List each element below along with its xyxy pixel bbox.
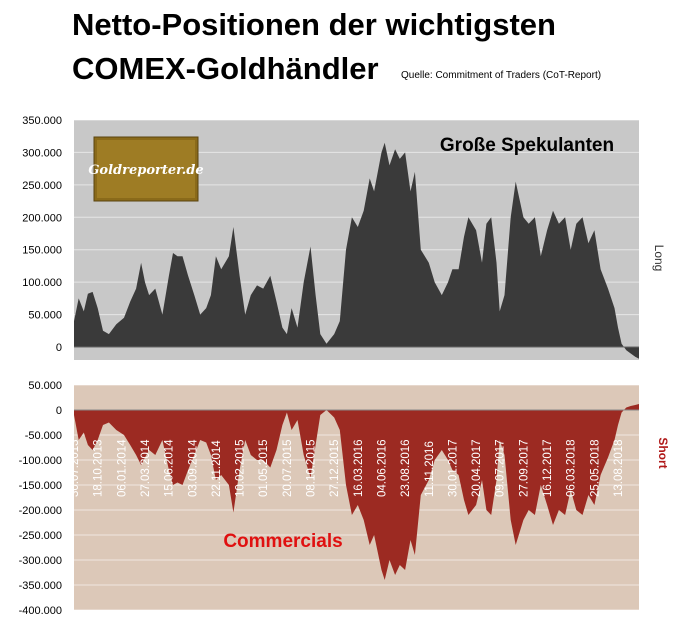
logo-text: Goldreporter.de: [88, 163, 203, 178]
spekulanten-y-tick-label: 250.000: [22, 180, 62, 192]
commercials-x-tick-label: 15.06.2014: [164, 439, 176, 497]
chart-title-line1: Netto-Positionen der wichtigsten: [72, 7, 556, 42]
commercials-y-tick-label: 0: [56, 405, 62, 417]
commercials-x-tick-label: 03.09.2014: [187, 439, 199, 497]
short-side-label: Short: [656, 437, 670, 468]
commercials-x-tick-label: 16.03.2016: [353, 439, 365, 497]
spekulanten-y-tick-label: 350.000: [22, 115, 62, 127]
spekulanten-y-tick-label: 150.000: [22, 245, 62, 257]
commercials-x-tick-label: 06.01.2014: [116, 439, 128, 497]
commercials-x-tick-label: 22.11.2014: [211, 440, 223, 497]
commercials-x-tick-label: 20.04.2017: [471, 439, 483, 497]
commercials-y-axis: 50.000 0 -50.000 -100.000 -150.000 -200.000 -2…: [19, 380, 62, 617]
spekulanten-y-axis: 350.000 300.000 250.000 200.000 150.000 100.0…: [22, 115, 62, 354]
commercials-x-tick-label: 23.08.2016: [400, 439, 412, 497]
commercials-x-tick-label: 01.05.2015: [258, 439, 270, 497]
commercials-x-tick-label: 08.10.2015: [306, 439, 318, 497]
commercials-y-tick-label: -400.000: [19, 605, 62, 617]
commercials-x-tick-label: 30.07.2013: [69, 439, 81, 497]
commercials-x-tick-label: 30.01.2017: [447, 439, 459, 497]
commercials-y-tick-label: -50.000: [25, 430, 62, 442]
spekulanten-label: Große Spekulanten: [440, 135, 614, 156]
source-note: Quelle: Commitment of Traders (CoT-Repor…: [401, 70, 602, 81]
commercials-x-tick-label: 20.07.2015: [282, 439, 294, 497]
commercials-x-tick-label: 16.12.2017: [542, 439, 554, 497]
spekulanten-y-tick-label: 300.000: [22, 147, 62, 159]
spekulanten-y-tick-label: 200.000: [22, 212, 62, 224]
commercials-x-tick-label: 13.08.2018: [613, 439, 625, 497]
commercials-y-tick-label: -300.000: [19, 555, 62, 567]
chart-title-line2: COMEX-Goldhändler: [72, 51, 379, 86]
commercials-y-tick-label: -250.000: [19, 530, 62, 542]
spekulanten-y-tick-label: 0: [56, 342, 62, 354]
commercials-label: Commercials: [223, 531, 342, 552]
spekulanten-y-tick-label: 50.000: [28, 310, 62, 322]
long-side-label: Long: [652, 245, 666, 272]
commercials-x-tick-label: 27.03.2014: [140, 439, 152, 497]
goldreporter-logo: Goldreporter.de: [88, 136, 204, 202]
commercials-x-tick-label: 10.02.2015: [235, 439, 247, 497]
commercials-x-tick-label: 18.10.2013: [93, 439, 105, 497]
commercials-y-tick-label: -150.000: [19, 480, 62, 492]
commercials-y-tick-label: -200.000: [19, 505, 62, 517]
spekulanten-y-tick-label: 100.000: [22, 277, 62, 289]
commercials-x-tick-label: 09.07.2017: [495, 439, 507, 497]
commercials-x-tick-label: 27.12.2015: [329, 439, 341, 497]
commercials-y-tick-label: 50.000: [28, 380, 62, 392]
commercials-x-tick-label: 27.09.2017: [518, 439, 530, 497]
commercials-x-tick-label: 04.06.2016: [377, 439, 389, 497]
commercials-y-tick-label: -100.000: [19, 455, 62, 467]
commercials-x-tick-label: 25.05.2018: [589, 439, 601, 497]
spekulanten-area-series: [74, 142, 639, 359]
commercials-x-tick-label: 06.03.2018: [566, 439, 578, 497]
commercials-area-series: [74, 404, 639, 580]
commercials-y-tick-label: -350.000: [19, 580, 62, 592]
commercials-x-tick-label: 11.11.2016: [424, 441, 436, 497]
commercials-x-axis: 30.07.2013 18.10.2013 06.01.2014 27.03.2014…: [69, 439, 625, 497]
